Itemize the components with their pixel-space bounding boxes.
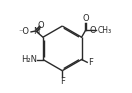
Text: H₂N: H₂N (21, 55, 37, 64)
Text: O: O (89, 26, 96, 35)
Text: F: F (60, 77, 65, 86)
Text: O: O (82, 14, 89, 23)
Text: CH₃: CH₃ (97, 26, 111, 35)
Text: ⁻O: ⁻O (19, 27, 30, 36)
Text: +: + (35, 27, 41, 32)
Text: N: N (33, 27, 39, 36)
Text: O: O (38, 21, 44, 30)
Text: F: F (88, 58, 93, 67)
